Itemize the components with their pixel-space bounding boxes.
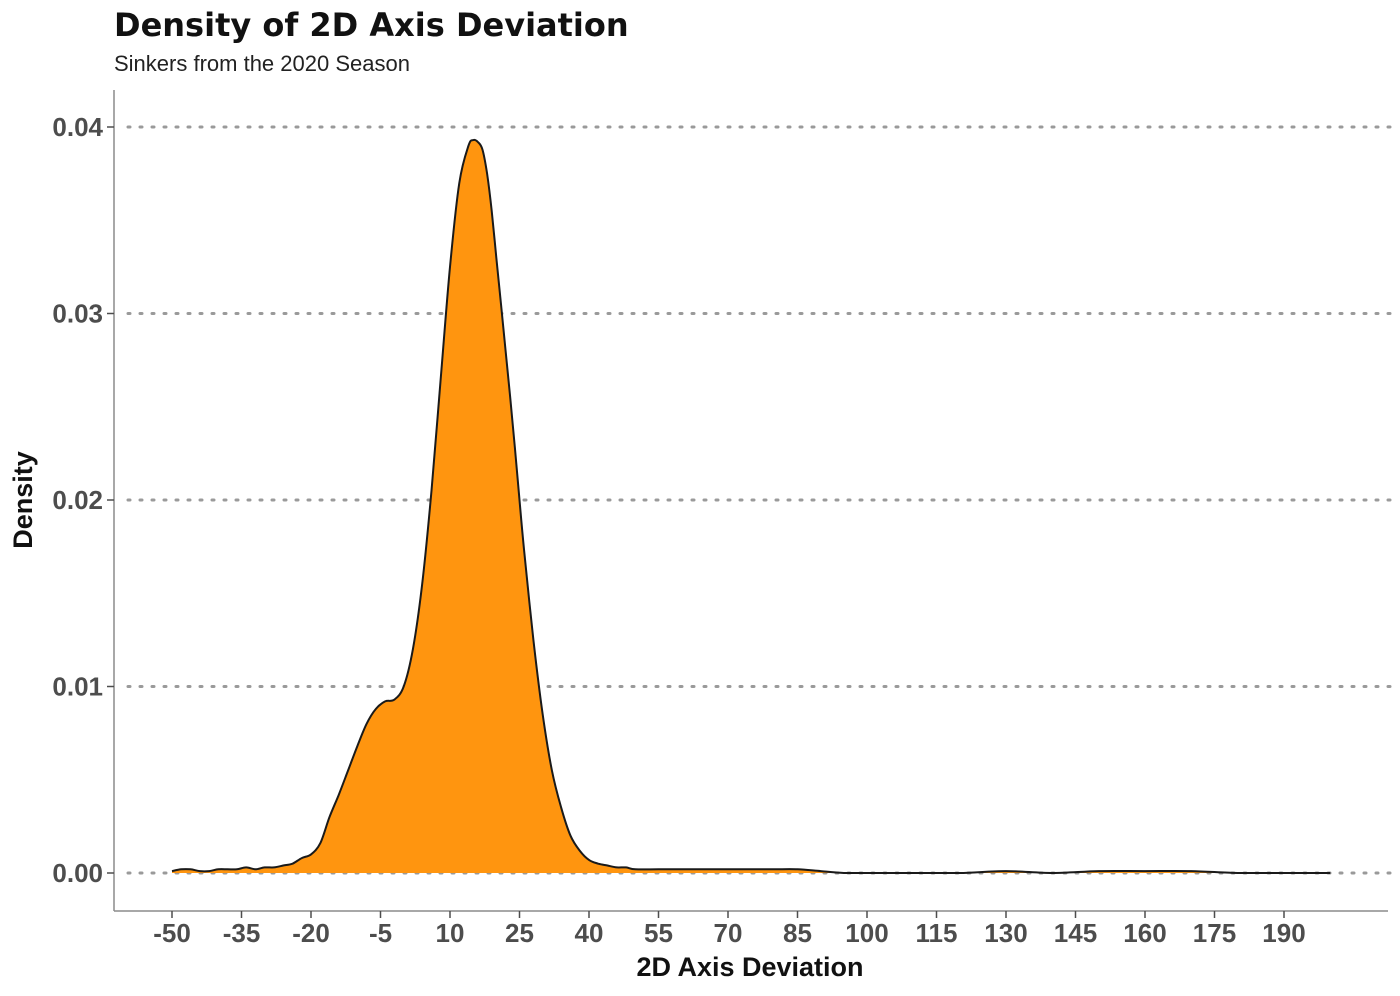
y-tick-label: 0.00 bbox=[52, 858, 103, 888]
y-axis-title: Density bbox=[8, 451, 38, 549]
chart-title: Density of 2D Axis Deviation bbox=[114, 6, 629, 44]
chart-subtitle: Sinkers from the 2020 Season bbox=[114, 51, 410, 76]
x-tick-label: 145 bbox=[1054, 918, 1097, 948]
x-tick-label: 190 bbox=[1262, 918, 1305, 948]
x-tick-label: 175 bbox=[1193, 918, 1236, 948]
y-tick-label: 0.04 bbox=[52, 112, 103, 142]
x-tick-label: -5 bbox=[369, 918, 392, 948]
x-tick-label: 130 bbox=[984, 918, 1027, 948]
y-tick-label: 0.03 bbox=[52, 299, 103, 329]
x-tick-label: -50 bbox=[153, 918, 191, 948]
y-tick-label: 0.02 bbox=[52, 485, 103, 515]
x-tick-label: 40 bbox=[575, 918, 604, 948]
y-tick-label: 0.01 bbox=[52, 672, 103, 702]
x-tick-label: 115 bbox=[916, 918, 958, 948]
x-tick-label: 55 bbox=[644, 918, 673, 948]
x-tick-label: 100 bbox=[845, 918, 888, 948]
x-tick-label: -20 bbox=[292, 918, 330, 948]
gridlines bbox=[126, 125, 1394, 875]
x-tick-label: -35 bbox=[223, 918, 261, 948]
x-tick-label: 10 bbox=[436, 918, 465, 948]
y-axis-ticks: 0.00 0.01 0.02 0.03 0.04 bbox=[52, 112, 114, 888]
density-line bbox=[171, 138, 1331, 874]
density-fill bbox=[172, 139, 1331, 873]
x-axis-title: 2D Axis Deviation bbox=[636, 952, 863, 982]
x-tick-label: 25 bbox=[505, 918, 534, 948]
x-axis-ticks: -50 -35 -20 -5 10 25 40 55 70 85 100 115 130 145 160 17… bbox=[153, 911, 1306, 948]
x-tick-label: 160 bbox=[1123, 918, 1166, 948]
x-tick-label: 70 bbox=[714, 918, 743, 948]
x-tick-label: 85 bbox=[783, 918, 812, 948]
density-area bbox=[171, 138, 1331, 874]
